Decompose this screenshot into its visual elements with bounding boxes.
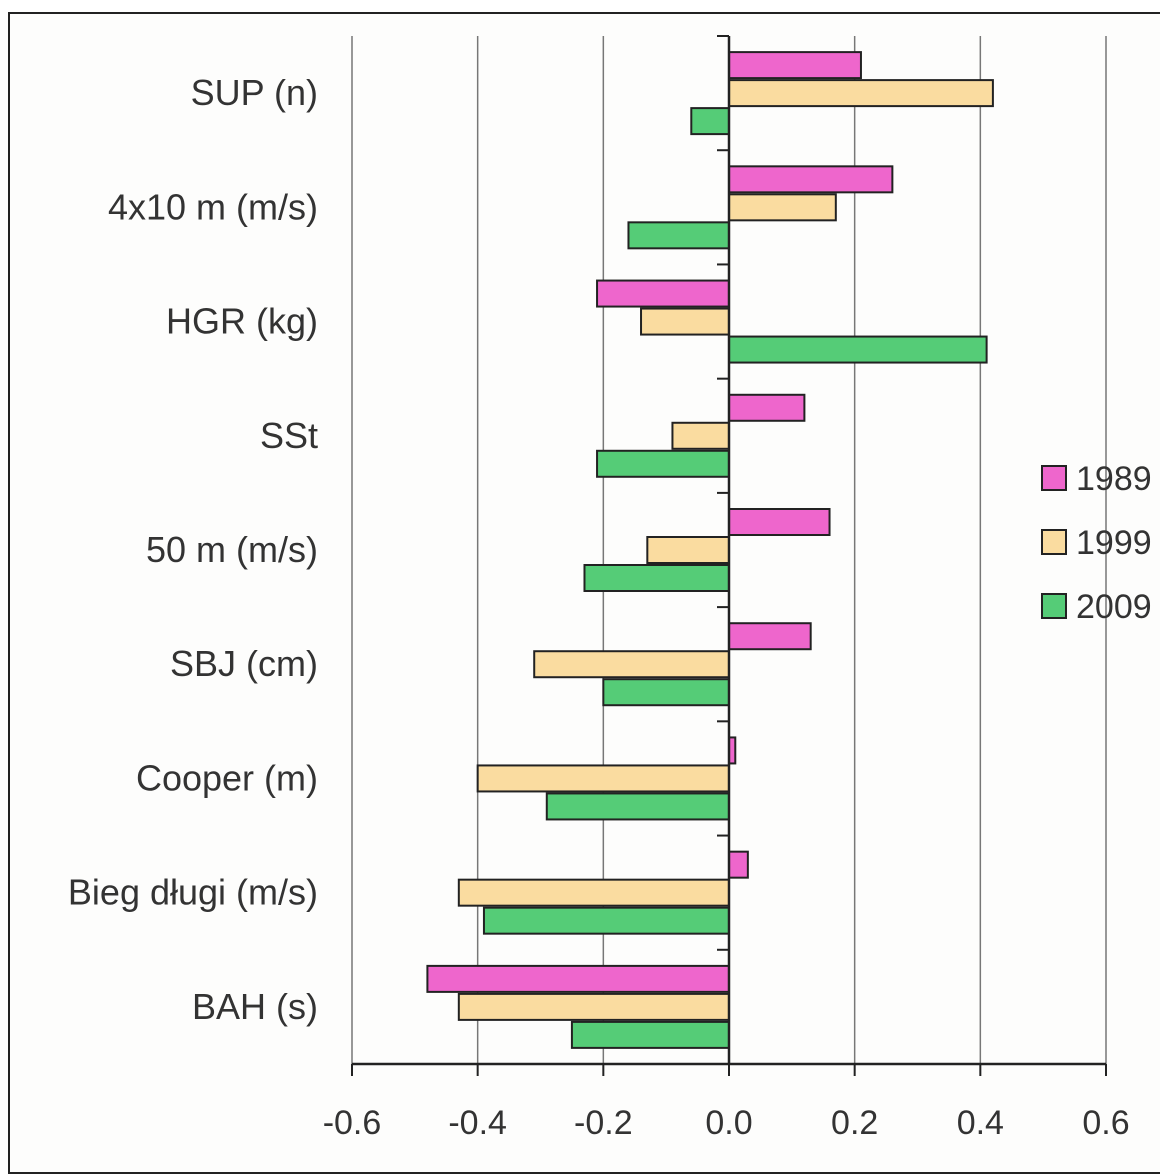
bar-2009-1 (627, 221, 731, 250)
x-tick-label: -0.2 (574, 1104, 633, 1142)
bar-1999-3 (671, 421, 731, 450)
legend-swatch-1999 (1041, 529, 1067, 555)
x-tick-label: 0.0 (705, 1104, 752, 1142)
x-tick-label: -0.6 (323, 1104, 382, 1142)
category-label: Cooper (m) (136, 757, 318, 798)
bars (426, 51, 994, 1049)
category-label: HGR (kg) (166, 301, 318, 342)
bar-1989-5 (728, 622, 812, 651)
bar-2009-7 (482, 906, 731, 935)
category-label: 4x10 m (m/s) (108, 186, 318, 227)
category-label: BAH (s) (192, 986, 318, 1027)
bar-1999-8 (457, 992, 730, 1021)
bar-2009-0 (690, 107, 730, 136)
bar-1989-1 (728, 165, 894, 194)
bar-2009-8 (570, 1020, 731, 1049)
bar-1989-0 (728, 51, 862, 80)
category-label: SUP (n) (191, 72, 318, 113)
category-label: SBJ (cm) (170, 643, 318, 684)
bar-1999-5 (533, 650, 731, 679)
category-labels: SUP (n) 4x10 m (m/s) HGR (kg) SSt 50 m (m/s)… (68, 72, 318, 1027)
bar-1999-6 (476, 764, 730, 793)
x-tick-labels: -0.6 -0.4 -0.2 0.0 0.2 0.4 0.6 (323, 1104, 1130, 1142)
bar-2009-6 (545, 792, 730, 821)
category-label: 50 m (m/s) (146, 529, 318, 570)
x-tick-label: 0.4 (957, 1104, 1004, 1142)
category-label: SSt (260, 415, 318, 456)
legend-swatch-2009 (1041, 593, 1067, 619)
x-tick-label: 0.6 (1082, 1104, 1129, 1142)
bar-1989-4 (728, 508, 831, 536)
bar-1989-3 (728, 393, 806, 422)
legend-label-1999: 1999 (1076, 524, 1152, 562)
bar-2009-5 (602, 678, 730, 707)
legend-swatch-1989 (1041, 465, 1067, 491)
bar-1999-1 (728, 193, 837, 222)
bar-1999-4 (646, 536, 730, 564)
legend-label-1989: 1989 (1076, 460, 1152, 498)
bar-2009-2 (728, 335, 988, 364)
bar-1999-0 (728, 79, 994, 108)
legend-label-2009: 2009 (1076, 588, 1152, 626)
bar-1989-8 (426, 964, 730, 993)
bar-2009-3 (596, 449, 730, 478)
legend: 1989 1999 2009 (1041, 460, 1152, 626)
bar-1999-7 (457, 878, 730, 907)
axes (351, 35, 1107, 1076)
bar-1989-7 (728, 850, 749, 879)
grid-lines (351, 36, 1107, 1064)
bar-1989-2 (596, 279, 730, 308)
x-tick-label: -0.4 (448, 1104, 507, 1142)
bar-2009-4 (583, 564, 730, 592)
bar-1999-2 (640, 307, 730, 336)
category-label: Bieg długi (m/s) (68, 872, 318, 913)
x-tick-label: 0.2 (831, 1104, 878, 1142)
